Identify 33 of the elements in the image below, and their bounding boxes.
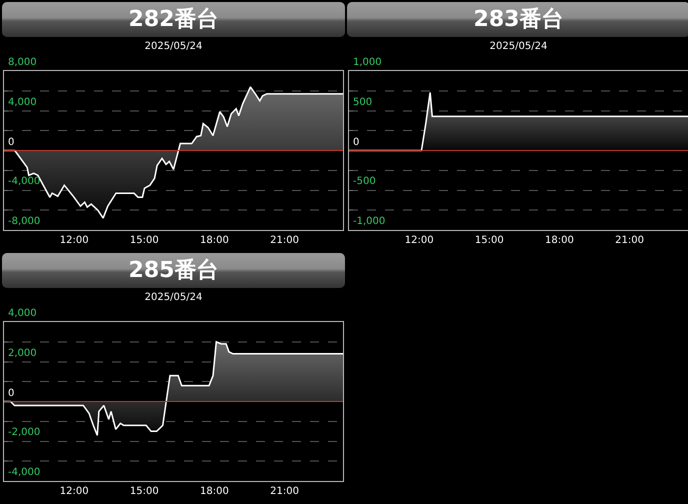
- x-tick-label: 12:00: [404, 235, 434, 246]
- y-tick-label: 2,000: [8, 348, 37, 359]
- y-tick-label: 4,000: [8, 97, 37, 108]
- chart-title: 283番台: [347, 2, 688, 37]
- x-tick-label: 15:00: [130, 235, 159, 246]
- x-tick-label: 15:00: [130, 486, 159, 497]
- y-tick-label: -2,000: [8, 427, 40, 438]
- x-tick-label: 15:00: [474, 235, 504, 246]
- y-tick-label: 500: [353, 97, 372, 108]
- x-tick-label: 18:00: [200, 235, 229, 246]
- x-tick-label: 12:00: [60, 235, 89, 246]
- x-tick-label: 21:00: [270, 486, 299, 497]
- y-tick-label: -1,000: [353, 216, 386, 227]
- y-tick-label: 0: [8, 388, 14, 399]
- y-tick-label: -500: [353, 176, 376, 187]
- x-tick-label: 21:00: [615, 235, 644, 246]
- x-tick-label: 18:00: [544, 235, 574, 246]
- y-tick-label: 8,000: [8, 57, 37, 68]
- y-tick-label: 0: [8, 137, 14, 148]
- y-tick-label: -4,000: [8, 176, 40, 187]
- y-tick-label: -4,000: [8, 467, 40, 478]
- y-tick-label: 0: [353, 137, 360, 148]
- chart-title: 285番台: [2, 253, 345, 288]
- x-tick-label: 18:00: [200, 486, 229, 497]
- chart-subtitle: 2025/05/24: [144, 41, 202, 52]
- x-tick-label: 12:00: [60, 486, 89, 497]
- x-tick-label: 21:00: [270, 235, 299, 246]
- chart-subtitle: 2025/05/24: [144, 292, 202, 304]
- y-tick-label: 1,000: [353, 57, 382, 68]
- chart-title: 282番台: [2, 2, 345, 37]
- chart-subtitle: 2025/05/24: [490, 41, 548, 52]
- y-tick-label: -8,000: [8, 216, 40, 227]
- y-tick-label: 4,000: [8, 308, 37, 319]
